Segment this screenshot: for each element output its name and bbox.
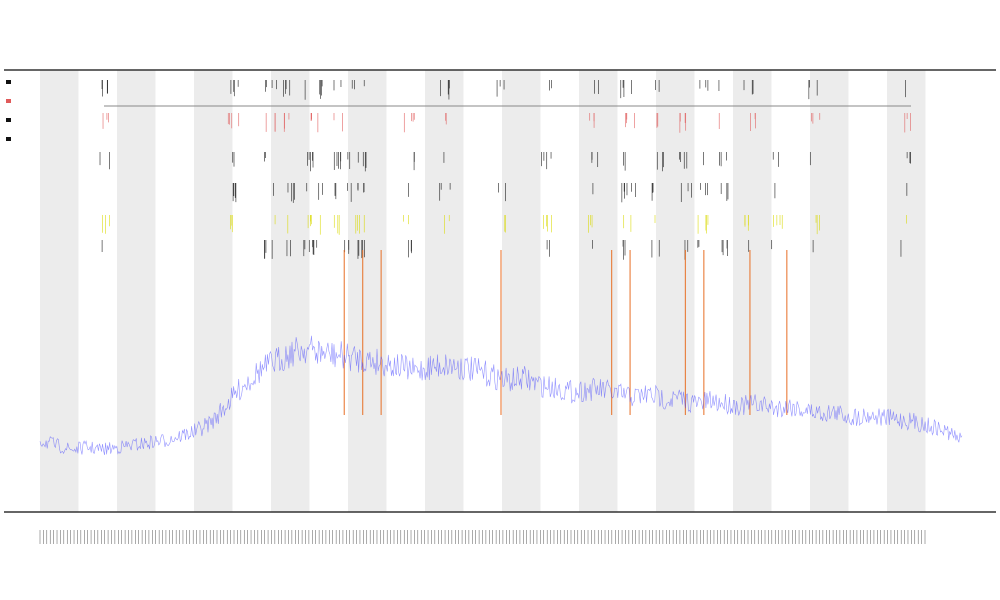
background-band (271, 70, 310, 512)
background-band (348, 70, 387, 512)
axes (4, 69, 996, 544)
legend-swatch (6, 137, 11, 141)
background-band (656, 70, 695, 512)
spike-lines (343, 250, 788, 415)
signal-series (39, 335, 963, 456)
background-band (733, 70, 772, 512)
event-markers (99, 80, 912, 260)
legend (6, 80, 11, 141)
legend-swatch (6, 99, 11, 103)
background-band (40, 70, 79, 512)
background-band (502, 70, 541, 512)
background-band (425, 70, 464, 512)
background-band (194, 70, 233, 512)
signal-line (39, 335, 963, 456)
background-band (810, 70, 849, 512)
background-bands (40, 70, 926, 512)
legend-swatch (6, 118, 11, 122)
background-band (887, 70, 926, 512)
legend-swatch (6, 80, 11, 84)
